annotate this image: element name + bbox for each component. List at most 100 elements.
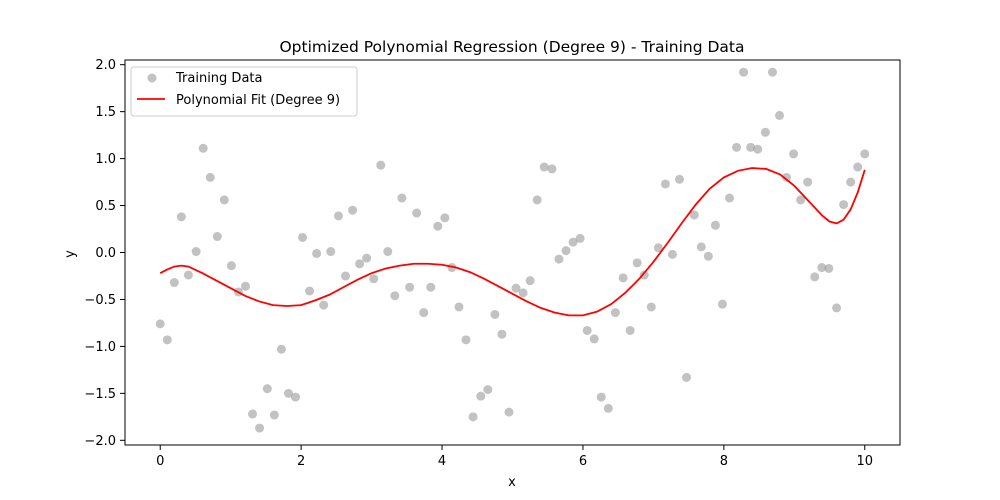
training-data-point <box>717 299 727 309</box>
training-data-point <box>298 232 308 242</box>
training-data-point <box>454 302 464 312</box>
training-data-point <box>639 270 649 280</box>
training-data-point <box>782 172 792 182</box>
training-data-point <box>312 248 322 258</box>
y-tick-label: −2.0 <box>84 434 116 449</box>
training-data-point <box>176 212 186 222</box>
training-data-point <box>753 144 763 154</box>
training-data-point <box>383 247 393 257</box>
training-data-point <box>255 423 265 433</box>
training-data-point <box>561 246 571 256</box>
training-data-point <box>554 254 564 264</box>
training-data-point <box>853 162 863 172</box>
training-data-point <box>376 160 386 170</box>
training-data-point <box>710 220 720 230</box>
training-data-point <box>412 208 422 218</box>
training-data-point <box>355 259 365 269</box>
training-data-point <box>362 253 372 263</box>
training-data-point <box>575 233 585 243</box>
training-data-point <box>319 300 329 310</box>
polynomial-fit-line <box>159 167 866 317</box>
x-axis-label: x <box>508 475 516 490</box>
training-data-point <box>476 391 486 401</box>
training-data-point <box>547 164 557 174</box>
training-data-point <box>646 302 656 312</box>
training-data-point <box>198 143 208 153</box>
training-data-point <box>205 172 215 182</box>
training-data-point <box>162 335 172 345</box>
training-data-point <box>632 258 642 268</box>
training-data-point <box>504 407 514 417</box>
training-data-point <box>532 195 542 205</box>
training-data-point <box>824 263 834 273</box>
training-data-point <box>525 276 535 286</box>
training-data-point <box>169 278 179 288</box>
training-data-point <box>240 281 250 291</box>
training-data-point <box>212 232 222 242</box>
training-data-point <box>703 251 713 261</box>
training-data-point <box>426 282 436 292</box>
training-data-point <box>618 273 628 283</box>
training-data-point <box>326 247 336 257</box>
legend-marker-training-data <box>147 73 157 83</box>
x-tick-label: 6 <box>579 454 587 469</box>
training-data-point <box>760 127 770 137</box>
y-axis: −2.0 −1.5 −1.0 −0.5 0.0 0.5 1.0 1.5 2.0 <box>84 58 125 449</box>
training-data-point <box>341 271 351 281</box>
y-tick-label: 2.0 <box>95 58 116 73</box>
training-data-point <box>333 211 343 221</box>
training-data-point <box>419 308 429 318</box>
training-data-point <box>803 177 813 187</box>
training-data-point <box>682 372 692 382</box>
training-data-point <box>674 174 684 184</box>
y-tick-label: −0.5 <box>84 293 116 308</box>
training-data-point <box>846 177 856 187</box>
y-tick-label: 1.0 <box>95 152 116 167</box>
training-data-point <box>660 179 670 189</box>
y-axis-label: y <box>63 250 78 258</box>
training-data-point <box>775 110 785 120</box>
training-data-point <box>262 384 272 394</box>
chart-title: Optimized Polynomial Regression (Degree … <box>279 38 744 56</box>
training-data-point <box>610 308 620 318</box>
training-data-point <box>483 385 493 395</box>
training-data-point <box>739 67 749 77</box>
training-data-point <box>539 162 549 172</box>
training-data-point <box>625 325 635 335</box>
training-data-point <box>305 286 315 296</box>
training-data-point <box>810 272 820 282</box>
legend-box <box>130 66 358 117</box>
training-data-point <box>696 242 706 252</box>
training-data-point <box>219 195 229 205</box>
training-data-point <box>725 193 734 203</box>
x-tick-label: 0 <box>156 454 164 469</box>
training-data-point <box>860 149 870 159</box>
training-data-point <box>839 200 849 210</box>
training-data-point <box>817 263 827 273</box>
training-data-point <box>405 282 415 292</box>
training-data-point <box>667 249 677 259</box>
training-data-point <box>518 288 528 298</box>
training-data-point <box>276 344 286 354</box>
training-data-point <box>248 409 258 419</box>
training-data-point <box>440 213 450 223</box>
training-data-point <box>283 388 293 398</box>
training-data-point <box>461 335 471 345</box>
x-tick-label: 8 <box>720 454 728 469</box>
training-data-point <box>269 410 279 420</box>
training-data-point <box>582 325 592 335</box>
training-data-point <box>832 303 842 313</box>
training-data-point <box>433 221 443 231</box>
training-data-point <box>653 243 663 253</box>
legend-label-polynomial-fit: Polynomial Fit (Degree 9) <box>176 93 340 108</box>
training-data-point <box>226 261 236 271</box>
training-data-point <box>468 412 478 422</box>
training-data-point <box>490 309 500 319</box>
training-data-point <box>369 274 379 284</box>
y-tick-label: −1.0 <box>84 340 116 355</box>
training-data-point <box>183 270 193 280</box>
training-data-point <box>397 193 407 203</box>
legend: Training Data Polynomial Fit (Degree 9) <box>130 66 358 117</box>
x-tick-label: 2 <box>297 454 305 469</box>
